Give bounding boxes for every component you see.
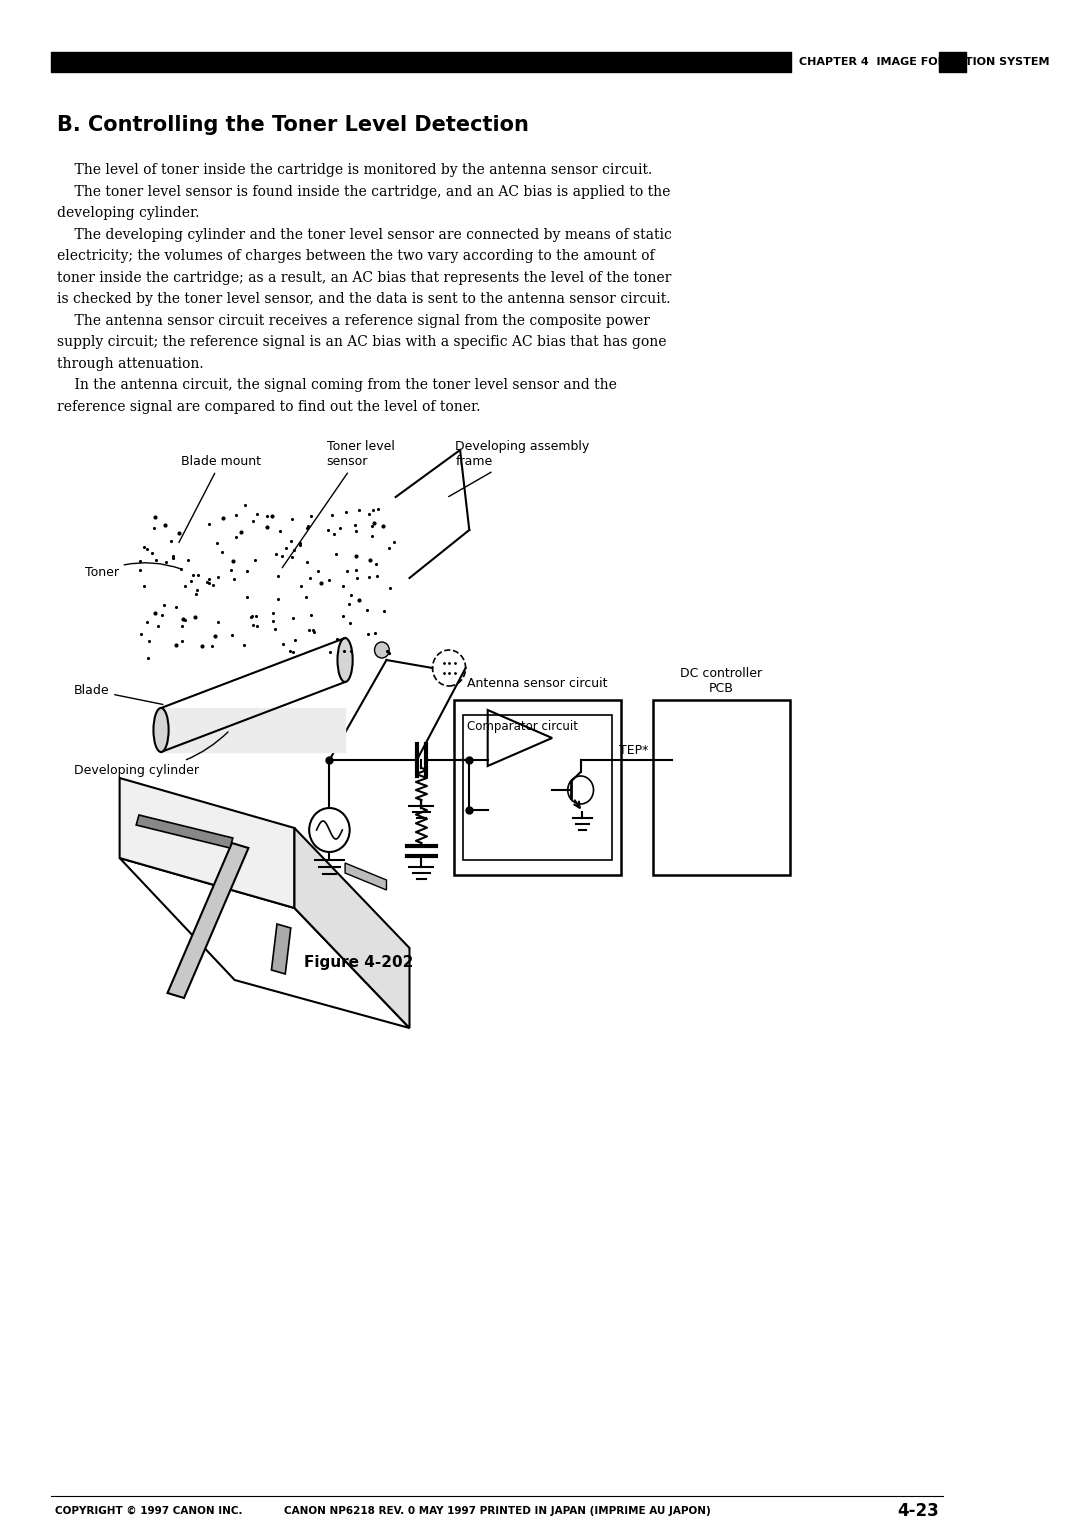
Bar <box>454 700 621 876</box>
Text: 4-23: 4-23 <box>896 1502 939 1520</box>
Text: is checked by the toner level sensor, and the data is sent to the antenna sensor: is checked by the toner level sensor, an… <box>57 292 671 306</box>
Text: CHAPTER 4  IMAGE FORMATION SYSTEM: CHAPTER 4 IMAGE FORMATION SYSTEM <box>799 57 1050 67</box>
Text: Toner level
sensor: Toner level sensor <box>282 440 394 568</box>
Text: The toner level sensor is found inside the cartridge, and an AC bias is applied : The toner level sensor is found inside t… <box>57 185 671 199</box>
Polygon shape <box>120 859 409 1028</box>
Bar <box>653 700 789 876</box>
Ellipse shape <box>153 707 168 752</box>
Text: The antenna sensor circuit receives a reference signal from the composite power: The antenna sensor circuit receives a re… <box>57 313 650 327</box>
Text: Developing assembly
frame: Developing assembly frame <box>448 440 590 497</box>
Text: The developing cylinder and the toner level sensor are connected by means of sta: The developing cylinder and the toner le… <box>57 228 672 241</box>
Bar <box>463 715 612 860</box>
Text: toner inside the cartridge; as a result, an AC bias that represents the level of: toner inside the cartridge; as a result,… <box>57 270 672 284</box>
Ellipse shape <box>337 639 353 681</box>
Polygon shape <box>271 924 291 973</box>
Text: supply circuit; the reference signal is an AC bias with a specific AC bias that : supply circuit; the reference signal is … <box>57 335 666 348</box>
Text: through attenuation.: through attenuation. <box>57 356 204 370</box>
Text: Blade: Blade <box>73 683 163 704</box>
Text: In the antenna circuit, the signal coming from the toner level sensor and the: In the antenna circuit, the signal comin… <box>57 377 617 393</box>
Polygon shape <box>136 814 233 848</box>
Polygon shape <box>346 863 387 889</box>
Text: Blade mount: Blade mount <box>179 455 261 542</box>
Text: developing cylinder.: developing cylinder. <box>57 206 200 220</box>
Text: Figure 4-202: Figure 4-202 <box>305 955 414 970</box>
Text: Toner: Toner <box>84 562 181 579</box>
Polygon shape <box>167 843 248 998</box>
Polygon shape <box>295 828 409 1028</box>
Text: The level of toner inside the cartridge is monitored by the antenna sensor circu: The level of toner inside the cartridge … <box>57 163 652 177</box>
Text: Developing cylinder: Developing cylinder <box>73 732 228 776</box>
Text: electricity; the volumes of charges between the two vary according to the amount: electricity; the volumes of charges betw… <box>57 249 654 263</box>
Circle shape <box>375 642 389 659</box>
Text: Comparator circuit: Comparator circuit <box>468 720 579 733</box>
Text: B. Controlling the Toner Level Detection: B. Controlling the Toner Level Detection <box>57 115 529 134</box>
Text: TEP*: TEP* <box>619 744 649 756</box>
Text: CANON NP6218 REV. 0 MAY 1997 PRINTED IN JAPAN (IMPRIME AU JAPON): CANON NP6218 REV. 0 MAY 1997 PRINTED IN … <box>284 1507 711 1516</box>
Polygon shape <box>120 778 295 908</box>
Text: DC controller
PCB: DC controller PCB <box>680 668 762 695</box>
Text: reference signal are compared to find out the level of toner.: reference signal are compared to find ou… <box>57 399 481 414</box>
Text: COPYRIGHT © 1997 CANON INC.: COPYRIGHT © 1997 CANON INC. <box>55 1507 243 1516</box>
Text: Antenna sensor circuit: Antenna sensor circuit <box>468 677 608 691</box>
